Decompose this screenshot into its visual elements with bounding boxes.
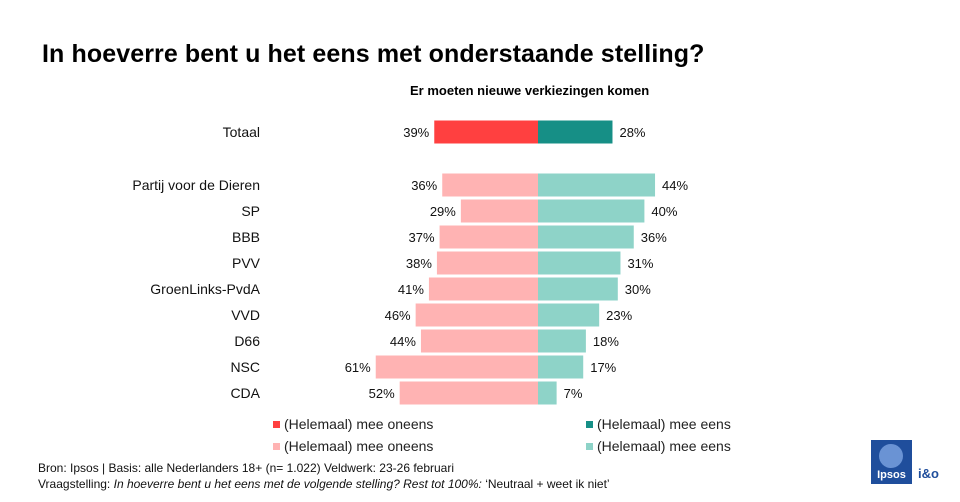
data-label-disagree: 41% bbox=[398, 282, 424, 297]
category-label: NSC bbox=[230, 359, 260, 375]
data-label-disagree: 38% bbox=[406, 256, 432, 271]
category-label: GroenLinks-PvdA bbox=[150, 281, 260, 297]
legend-label: (Helemaal) mee eens bbox=[597, 416, 731, 432]
data-label-disagree: 29% bbox=[430, 204, 456, 219]
data-label-disagree: 37% bbox=[409, 230, 435, 245]
category-label: BBB bbox=[232, 229, 260, 245]
bar-disagree bbox=[436, 251, 538, 275]
bar-disagree bbox=[434, 120, 538, 144]
legend-item-party-agree: (Helemaal) mee eens bbox=[586, 438, 731, 454]
bar-disagree bbox=[439, 225, 538, 249]
bar-disagree bbox=[428, 277, 538, 301]
data-label-agree: 17% bbox=[590, 360, 616, 375]
footer-question: Vraagstelling: In hoeverre bent u het ee… bbox=[38, 477, 610, 491]
data-label-agree: 18% bbox=[593, 334, 619, 349]
data-label-agree: 23% bbox=[606, 308, 632, 323]
chart-subtitle: Er moeten nieuwe verkiezingen komen bbox=[410, 83, 650, 98]
category-label: D66 bbox=[234, 333, 260, 349]
category-label: SP bbox=[241, 203, 260, 219]
bar-disagree bbox=[460, 199, 538, 223]
bar-agree bbox=[538, 199, 645, 223]
legend-swatch bbox=[586, 442, 593, 450]
legend-label: (Helemaal) mee oneens bbox=[284, 438, 434, 454]
bar-agree bbox=[538, 173, 656, 197]
data-label-disagree: 39% bbox=[403, 125, 429, 140]
footer-question-suffix: ‘Neutraal + weet ik niet’ bbox=[481, 477, 610, 491]
bar-disagree bbox=[415, 303, 538, 327]
category-label: Totaal bbox=[223, 124, 260, 140]
footer-question-text: In hoeverre bent u het eens met de volge… bbox=[113, 477, 482, 491]
bar-agree bbox=[538, 381, 557, 405]
bar-agree bbox=[538, 303, 600, 327]
legend-swatch bbox=[273, 442, 280, 450]
footer-source: Bron: Ipsos | Basis: alle Nederlanders 1… bbox=[38, 461, 455, 475]
bar-disagree bbox=[442, 173, 538, 197]
logo: Ipsos i&o bbox=[871, 440, 939, 484]
bar-agree bbox=[538, 329, 586, 353]
category-label: PVV bbox=[232, 255, 261, 271]
io-logo: i&o bbox=[918, 466, 939, 481]
data-label-agree: 28% bbox=[619, 125, 645, 140]
ipsos-logo: Ipsos bbox=[871, 440, 912, 484]
chart-title: In hoeverre bent u het eens met ondersta… bbox=[42, 40, 705, 68]
legend-item-total-agree: (Helemaal) mee eens bbox=[586, 416, 731, 432]
data-label-disagree: 46% bbox=[385, 308, 411, 323]
category-label: CDA bbox=[230, 385, 260, 401]
category-label: VVD bbox=[231, 307, 260, 323]
footer-question-prefix: Vraagstelling: bbox=[38, 477, 114, 491]
bar-agree bbox=[538, 225, 634, 249]
bar-disagree bbox=[420, 329, 538, 353]
legend-swatch bbox=[273, 420, 280, 428]
data-label-agree: 30% bbox=[625, 282, 651, 297]
bar-agree bbox=[538, 355, 584, 379]
category-label: Partij voor de Dieren bbox=[132, 177, 260, 193]
data-label-agree: 31% bbox=[627, 256, 653, 271]
data-label-agree: 7% bbox=[564, 386, 583, 401]
data-label-agree: 40% bbox=[651, 204, 677, 219]
data-label-disagree: 36% bbox=[411, 178, 437, 193]
legend-item-total-disagree: (Helemaal) mee oneens bbox=[273, 416, 433, 432]
bar-agree bbox=[538, 277, 618, 301]
data-label-disagree: 61% bbox=[345, 360, 371, 375]
bar-agree bbox=[538, 120, 613, 144]
bar-agree bbox=[538, 251, 621, 275]
legend-swatch bbox=[586, 420, 593, 428]
data-label-agree: 36% bbox=[641, 230, 667, 245]
bar-disagree bbox=[375, 355, 538, 379]
legend-item-party-disagree: (Helemaal) mee oneens bbox=[273, 438, 433, 454]
legend-label: (Helemaal) mee oneens bbox=[284, 416, 434, 432]
legend-label: (Helemaal) mee eens bbox=[597, 438, 731, 454]
bar-disagree bbox=[399, 381, 538, 405]
data-label-agree: 44% bbox=[662, 178, 688, 193]
data-label-disagree: 44% bbox=[390, 334, 416, 349]
data-label-disagree: 52% bbox=[369, 386, 395, 401]
diverging-bar-chart: Totaal 39% 28% Partij voor de Dieren 36% 44% S… bbox=[132, 120, 688, 405]
